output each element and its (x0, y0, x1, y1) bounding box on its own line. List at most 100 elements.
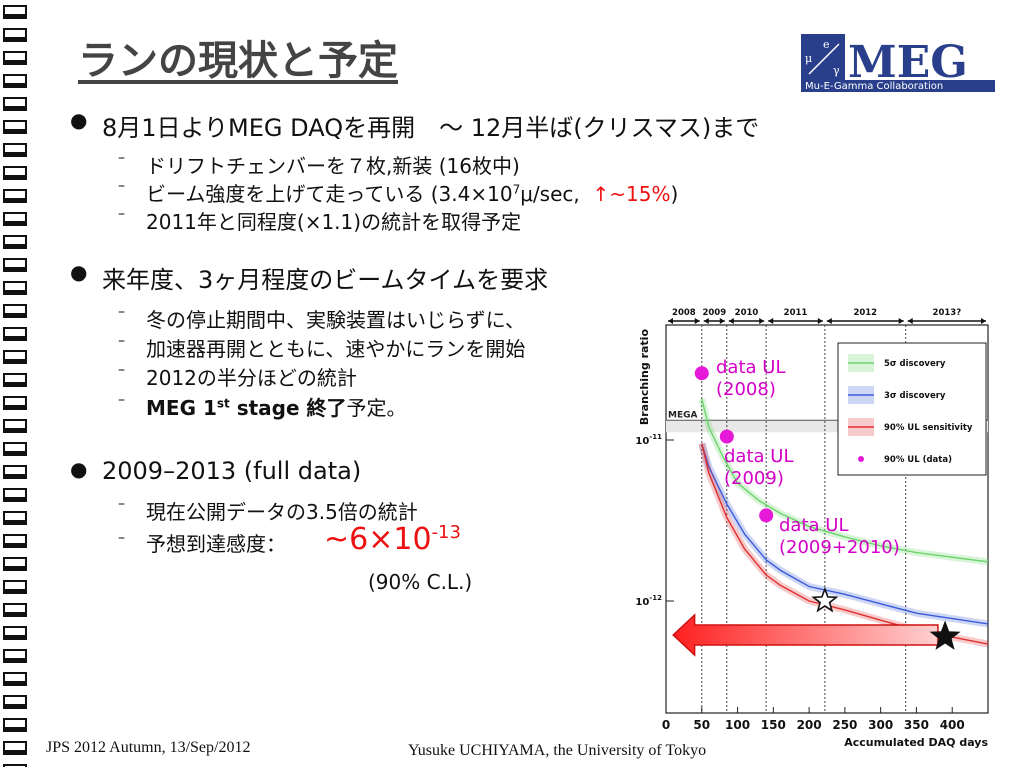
confidence-level: (90% C.L.) (368, 570, 473, 594)
legend-label: 90% UL (data) (884, 455, 952, 465)
binding-ring-shadow (4, 474, 26, 479)
bullet-text: 8月1日よりMEG DAQを再開 ～ 12月半ば(クリスマス)まで (102, 114, 760, 142)
binding-ring-shadow (4, 681, 26, 686)
series-line (701, 443, 989, 645)
svg-text:MEG: MEG (848, 37, 968, 88)
year-label: 2009 (702, 308, 726, 318)
binding-ring-shadow (4, 175, 26, 180)
year-arrowhead (694, 318, 700, 324)
binding-ring-shadow (4, 106, 26, 111)
x-tick-label: 200 (797, 718, 822, 732)
year-label: 2013? (933, 308, 962, 318)
x-tick-label: 50 (693, 718, 710, 732)
open-star (811, 586, 839, 613)
data-ul-point (759, 508, 774, 523)
year-label: 2012 (853, 308, 877, 318)
binding-ring-shadow (4, 359, 26, 364)
footer-author: Yusuke UCHIYAMA, the University of Tokyo (408, 742, 707, 759)
year-arrowhead (759, 318, 765, 324)
bullet-dot: ● (70, 260, 88, 284)
year-arrowhead (826, 318, 832, 324)
binding-ring-shadow (4, 451, 26, 456)
year-arrowhead (719, 318, 725, 324)
svg-text:e: e (823, 38, 830, 51)
meg-logo: e μ γ MEG Mu-E-Gamma Collaboration (801, 34, 995, 92)
x-tick-label: 100 (725, 718, 750, 732)
binding-ring-shadow (4, 520, 26, 525)
binding-ring-shadow (4, 37, 26, 42)
svg-text:Mu-E-Gamma Collaboration: Mu-E-Gamma Collaboration (805, 81, 943, 92)
binding-ring-shadow (4, 543, 26, 548)
series-line (701, 443, 989, 625)
x-tick-label: 400 (940, 718, 965, 732)
binding-ring (3, 764, 27, 767)
svg-text:γ: γ (833, 64, 840, 77)
binding-ring-shadow (4, 382, 26, 387)
x-tick-label: 0 (662, 718, 670, 732)
binding-ring-shadow (4, 727, 26, 732)
spiral-binding (3, 5, 27, 767)
legend-dot (858, 456, 864, 462)
year-arrowhead (768, 318, 774, 324)
binding-ring-shadow (4, 750, 26, 755)
data-ul-label-2009: data UL (2009) (724, 446, 794, 489)
binding-ring-shadow (4, 313, 26, 318)
year-arrowhead (898, 318, 904, 324)
binding-ring-shadow (4, 612, 26, 617)
binding-ring-shadow (4, 566, 26, 571)
x-axis-label: Accumulated DAQ days (844, 736, 988, 749)
year-label: 2008 (672, 308, 696, 318)
bullet-text: 来年度、3ヶ月程度のビームタイムを要求 (102, 266, 549, 294)
y-axis-label: Branching ratio (638, 329, 651, 426)
binding-ring-shadow (4, 198, 26, 203)
x-tick-label: 300 (868, 718, 893, 732)
data-ul-point (719, 429, 734, 444)
x-tick-label: 150 (761, 718, 786, 732)
legend-label: 5σ discovery (884, 359, 946, 369)
legend-label: 90% UL sensitivity (884, 423, 973, 433)
year-label: 2011 (784, 308, 808, 318)
legend-box (837, 342, 987, 476)
year-arrowhead (703, 318, 709, 324)
binding-ring-shadow (4, 497, 26, 502)
binding-ring-shadow (4, 129, 26, 134)
year-arrowhead (907, 318, 913, 324)
year-arrowhead (728, 318, 734, 324)
bullet-text: 2009–2013 (full data) (102, 457, 362, 485)
binding-ring-shadow (4, 244, 26, 249)
sensitivity-value: ~6×10-13 (324, 522, 461, 557)
binding-ring-shadow (4, 589, 26, 594)
data-ul-point (694, 366, 709, 381)
binding-ring-shadow (4, 83, 26, 88)
binding-ring-shadow (4, 405, 26, 410)
series-line (701, 398, 989, 563)
binding-ring-shadow (4, 290, 26, 295)
bullet-dot: ● (70, 457, 88, 481)
binding-ring-shadow (4, 635, 26, 640)
svg-text:μ: μ (805, 52, 812, 65)
x-tick-label: 250 (832, 718, 857, 732)
sub-bullet-text: ドリフトチェンバーを７枚,新装 (16枚中) (146, 154, 520, 178)
y-tick-label: 10-11 (635, 433, 662, 447)
binding-ring-shadow (4, 704, 26, 709)
y-tick-label: 10-12 (635, 594, 662, 608)
binding-ring-shadow (4, 152, 26, 157)
bullet-dot: ● (70, 108, 88, 132)
binding-ring-shadow (4, 428, 26, 433)
legend-label: 3σ discovery (884, 391, 946, 401)
year-arrowhead (817, 318, 823, 324)
filled-star (929, 620, 961, 650)
data-ul-label-2008: data UL (2008) (716, 357, 786, 400)
binding-ring-shadow (4, 267, 26, 272)
beam-increase: ↑~15% (592, 182, 671, 206)
binding-ring-shadow (4, 336, 26, 341)
binding-ring-shadow (4, 221, 26, 226)
binding-ring-shadow (4, 60, 26, 65)
binding-ring-shadow (4, 658, 26, 663)
mega-label: MEGA (668, 410, 697, 420)
year-arrowhead (981, 318, 986, 324)
footer-date: JPS 2012 Autumn, 13/Sep/2012 (46, 739, 251, 756)
page-title: ランの現状と予定 (78, 38, 398, 84)
data-ul-label-2009-2010: data UL (2009+2010) (779, 515, 900, 558)
sub-bullet-text: 2011年と同程度(×1.1)の統計を取得予定 (146, 210, 522, 234)
